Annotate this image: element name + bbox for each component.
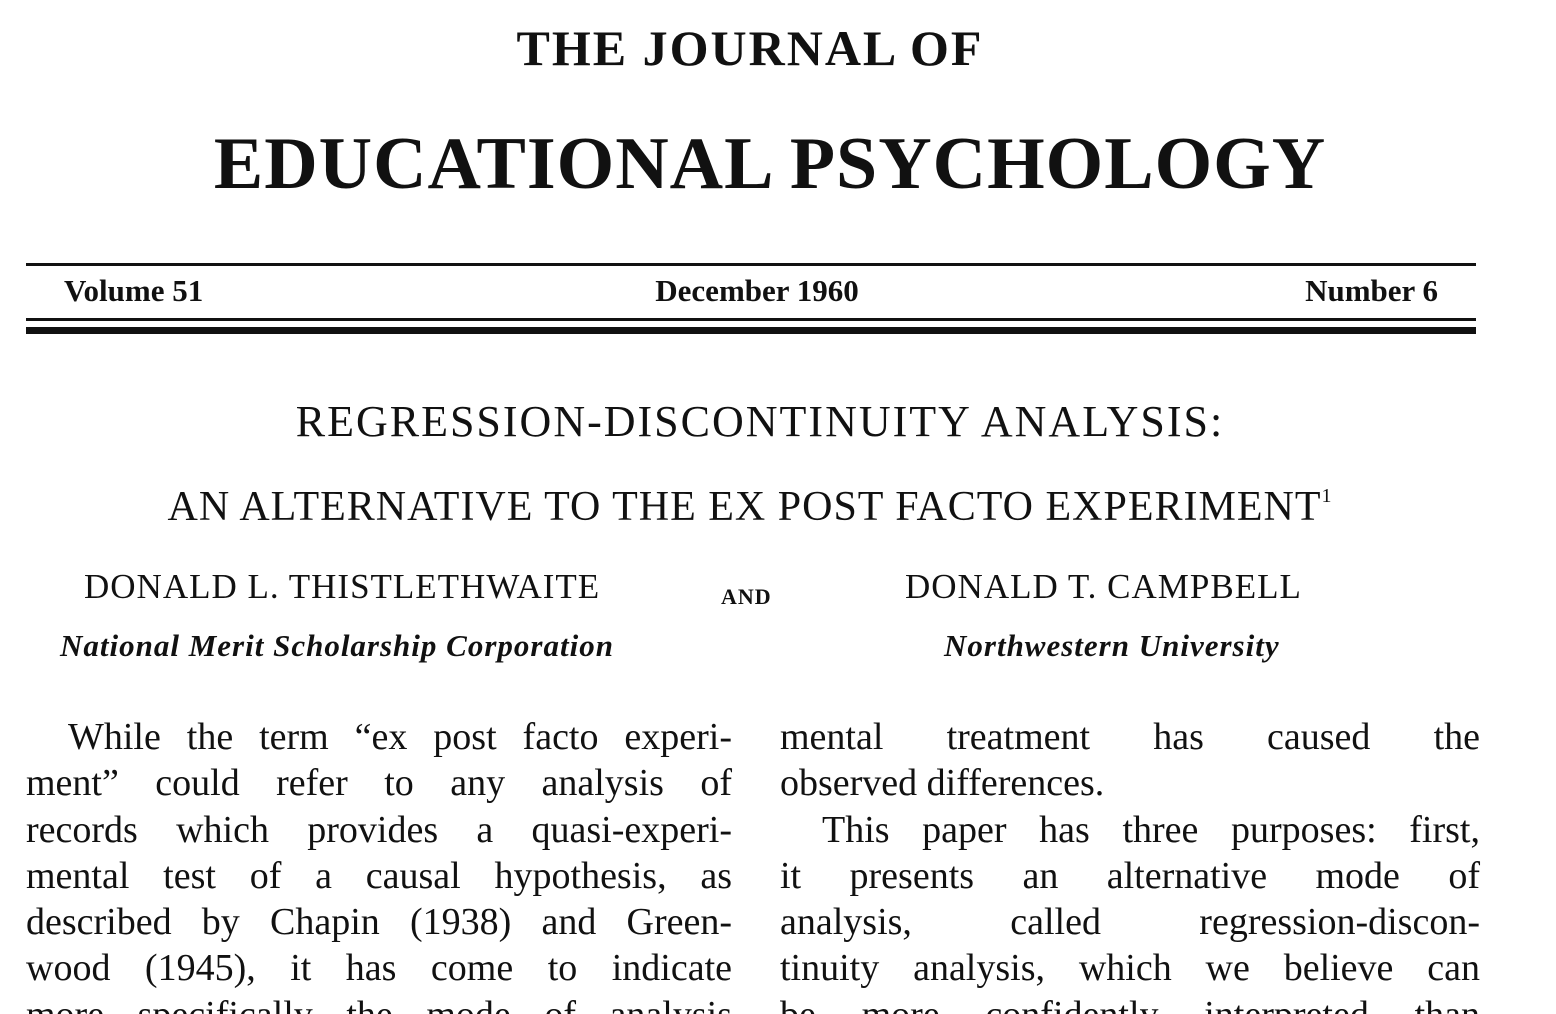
footnote-marker: 1 xyxy=(1321,485,1333,507)
article-title-line2: AN ALTERNATIVE TO THE EX POST FACTO EXPE… xyxy=(0,482,1500,532)
journal-name-line1: THE JOURNAL OF xyxy=(516,20,984,76)
article-title-line2-text: AN ALTERNATIVE TO THE EX POST FACTO EXPE… xyxy=(167,484,1322,530)
issue-info-row: Volume 51 December 1960 Number 6 xyxy=(26,270,1476,314)
volume-label: Volume 51 xyxy=(64,273,204,308)
header-rule-bottom-thick xyxy=(26,327,1476,334)
text-line: described by Chapin (1938) and Green- xyxy=(26,901,732,944)
text-line: ment” could refer to any analysis of xyxy=(26,762,732,805)
text-line: mental test of a causal hypothesis, as xyxy=(26,854,732,897)
journal-name-line2: EDUCATIONAL PSYCHOLOGY xyxy=(213,123,1327,205)
text-line: analysis, called regression-discon- xyxy=(780,901,1480,944)
article-title-line1: REGRESSION-DISCONTINUITY ANALYSIS: xyxy=(295,397,1225,446)
body-column-left: While the term “ex post facto experi- me… xyxy=(26,714,732,1014)
header-rule-top xyxy=(26,263,1476,266)
affiliation-northwestern: Northwestern University xyxy=(944,628,1280,663)
text-line: be more confidently interpreted than xyxy=(780,992,1480,1014)
author-campbell: DONALD T. CAMPBELL xyxy=(905,567,1302,606)
affiliation-national-merit: National Merit Scholarship Corporation xyxy=(60,628,614,663)
text-line: mental treatment has caused the xyxy=(780,716,1480,758)
issue-number: Number 6 xyxy=(1305,273,1438,308)
author-conjunction: AND xyxy=(721,584,772,609)
text-line: records which provides a quasi-experi- xyxy=(26,808,732,851)
author-thistlethwaite: DONALD L. THISTLETHWAITE xyxy=(84,567,601,606)
text-line: This paper has three purposes: first, xyxy=(822,808,1480,851)
text-line: observed differences. xyxy=(780,762,1105,805)
text-line: wood (1945), it has come to indicate xyxy=(26,947,732,990)
text-line: tinuity analysis, which we believe can xyxy=(780,947,1480,990)
text-line: it presents an alternative mode of xyxy=(780,854,1480,897)
text-line: While the term “ex post facto experi- xyxy=(68,716,732,758)
text-line: more specifically the mode of analysis xyxy=(26,992,732,1014)
header-rule-bottom-thin xyxy=(26,318,1476,321)
issue-date: December 1960 xyxy=(655,273,859,308)
body-column-right: mental treatment has caused the observed… xyxy=(780,714,1480,1014)
